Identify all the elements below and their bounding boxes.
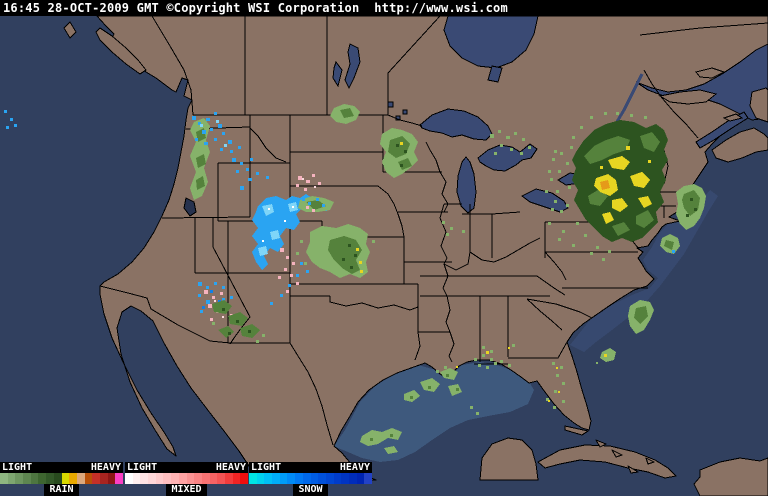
great-salt-lake — [183, 197, 197, 217]
bay-of-fundy — [695, 111, 749, 149]
lake-michigan — [456, 156, 477, 214]
lake-erie — [521, 188, 569, 213]
radar-rain-plains — [296, 196, 375, 278]
canada-province-borders — [151, 16, 768, 116]
prince-edward-island — [722, 113, 744, 122]
radar-rain-gulf — [360, 366, 479, 454]
haida-gwaii — [63, 21, 77, 39]
hispaniola — [693, 457, 768, 496]
radar-rain-southwest — [212, 300, 265, 343]
radar-rain-northeast — [545, 112, 668, 261]
newfoundland — [749, 87, 768, 123]
radar-rain-upper-michigan — [490, 130, 531, 155]
southern-state-borders — [420, 263, 648, 365]
us-mexico-border — [99, 285, 334, 446]
lake-of-the-woods — [387, 101, 394, 108]
midwest-state-borders — [439, 203, 541, 271]
radar-rain-wisconsin — [442, 221, 465, 236]
radar-rain-southeast — [474, 344, 565, 409]
maritime-islands — [658, 67, 768, 163]
minnesota-lake2 — [402, 109, 408, 115]
james-bay — [487, 65, 503, 83]
anticosti-island — [695, 67, 726, 79]
cuba — [537, 444, 677, 479]
lake-huron — [477, 143, 538, 172]
gaspe-peninsula — [658, 89, 718, 105]
lake-winnipeg — [344, 43, 361, 90]
radar-rain-atlantic-offshore — [596, 184, 706, 364]
radar-rain-minnesota — [330, 104, 418, 178]
lake-manitoba — [332, 60, 343, 88]
radar-map — [0, 16, 768, 496]
nova-scotia — [711, 127, 768, 163]
radar-snow-offshore-washington — [4, 110, 17, 129]
lake-superior — [419, 108, 493, 141]
timestamp-copyright-bar: 16:45 28-OCT-2009 GMT ©Copyright WSI Cor… — [0, 0, 768, 16]
yucatan — [479, 437, 539, 481]
vancouver-island — [95, 27, 147, 75]
radar-overlay — [4, 104, 706, 454]
bahamas — [564, 425, 655, 474]
radar-snow-montana — [192, 112, 253, 173]
